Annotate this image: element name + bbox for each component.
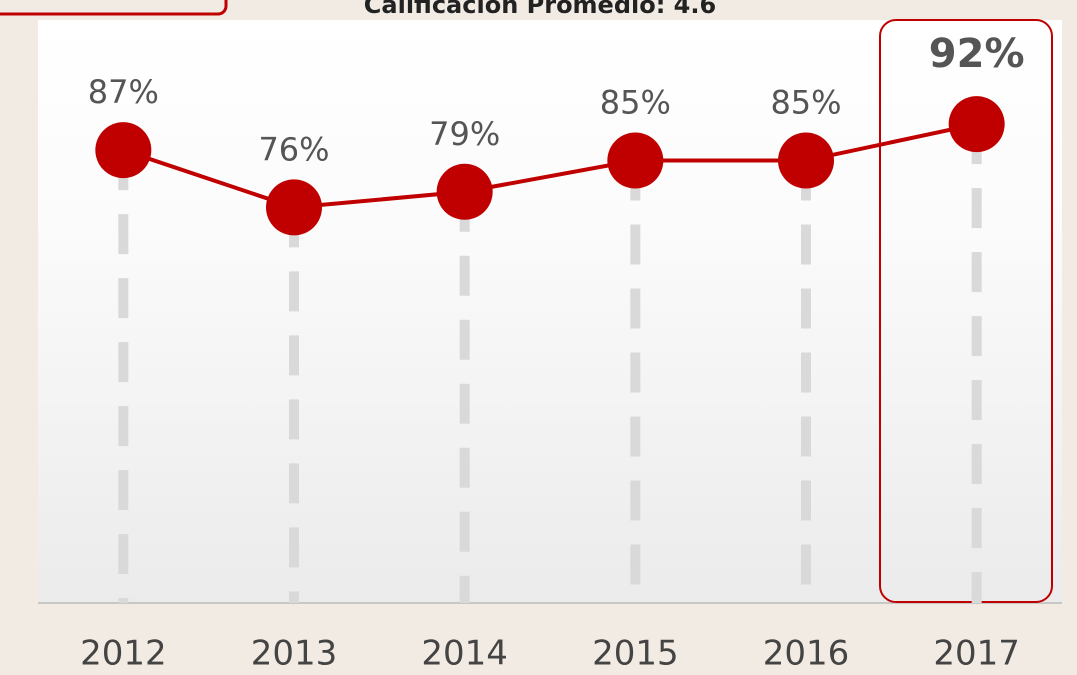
marker (436, 163, 493, 220)
x-tick-label: 2016 (763, 634, 850, 674)
marker (266, 179, 322, 236)
marker (778, 132, 834, 189)
data-label: 85% (770, 84, 841, 122)
data-label: 85% (600, 84, 671, 122)
x-tick-label: 2015 (592, 634, 679, 674)
marker (607, 132, 664, 189)
plot-area (38, 20, 1062, 603)
x-tick-label: 2013 (251, 634, 338, 674)
decor-box (0, 0, 228, 16)
chart-title: Calificación Promedio: 4.6 (364, 0, 716, 19)
data-label: 76% (258, 130, 329, 168)
x-tick-label: 2012 (80, 634, 167, 674)
marker (948, 96, 1005, 153)
x-tick-label: 2014 (421, 634, 508, 674)
marker (95, 122, 152, 179)
x-tick-label: 2017 (933, 634, 1020, 674)
data-label: 79% (429, 115, 500, 153)
highlight-box (879, 19, 1053, 603)
data-label: 92% (929, 31, 1025, 77)
line (122, 122, 978, 210)
data-label: 87% (88, 73, 159, 111)
